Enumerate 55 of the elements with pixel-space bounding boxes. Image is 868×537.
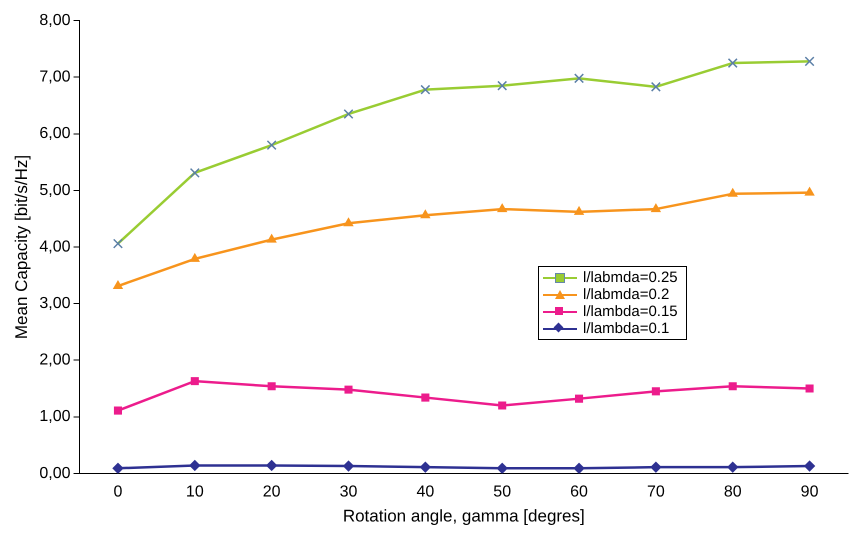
legend-label: l/labmda=0.25 <box>583 269 678 286</box>
point <box>650 462 662 473</box>
y-tick-label: 8,00 <box>39 12 71 30</box>
point <box>651 204 661 212</box>
legend-label: l/lambda=0.1 <box>583 320 670 337</box>
point <box>421 394 430 402</box>
point <box>727 462 738 473</box>
y-axis-title: Mean Capacity [bit/s/Hz] <box>12 154 31 340</box>
point <box>804 460 816 472</box>
point <box>804 187 814 196</box>
x-tick-label: 60 <box>570 483 588 500</box>
point <box>420 210 430 218</box>
x-tick-label: 20 <box>262 483 281 500</box>
point <box>497 204 508 212</box>
y-tick-label: 5,00 <box>39 182 71 199</box>
point <box>343 460 354 472</box>
point <box>112 462 124 474</box>
point <box>574 206 584 215</box>
point <box>575 394 584 403</box>
x-tick-label: 50 <box>493 483 512 500</box>
point <box>574 462 585 474</box>
y-tick-label: 0,00 <box>39 464 71 482</box>
y-tick-label: 3,00 <box>39 295 71 312</box>
legend-label: l/lambda=0.15 <box>583 303 678 320</box>
point <box>114 406 122 415</box>
point <box>344 386 353 394</box>
y-tick-label: 7,00 <box>39 68 71 86</box>
x-axis-title: Rotation angle, gamma [degres] <box>342 506 585 526</box>
y-tick-label: 1,00 <box>39 408 71 426</box>
point <box>496 462 508 474</box>
y-tick-label: 2,00 <box>39 352 71 369</box>
x-tick-label: 90 <box>800 483 819 500</box>
x-tick-label: 80 <box>724 483 742 500</box>
y-tick-label: 6,00 <box>39 125 71 142</box>
point <box>344 218 354 226</box>
point <box>806 384 814 393</box>
x-tick-label: 70 <box>646 483 665 500</box>
point <box>266 234 276 243</box>
point <box>190 377 199 386</box>
y-tick-label: 4,00 <box>39 238 71 256</box>
point <box>268 382 276 390</box>
point <box>190 253 200 262</box>
point <box>113 280 123 290</box>
x-tick-label: 0 <box>114 483 123 500</box>
point <box>266 460 278 471</box>
x-tick-label: 40 <box>416 483 434 500</box>
point <box>189 460 200 471</box>
point <box>498 401 506 410</box>
x-tick-label: 10 <box>186 483 204 500</box>
point <box>728 188 738 197</box>
point <box>420 462 431 473</box>
point <box>652 387 660 396</box>
legend-label: l/labmda=0.2 <box>583 286 670 303</box>
x-tick-label: 30 <box>340 483 358 500</box>
point <box>728 382 737 390</box>
